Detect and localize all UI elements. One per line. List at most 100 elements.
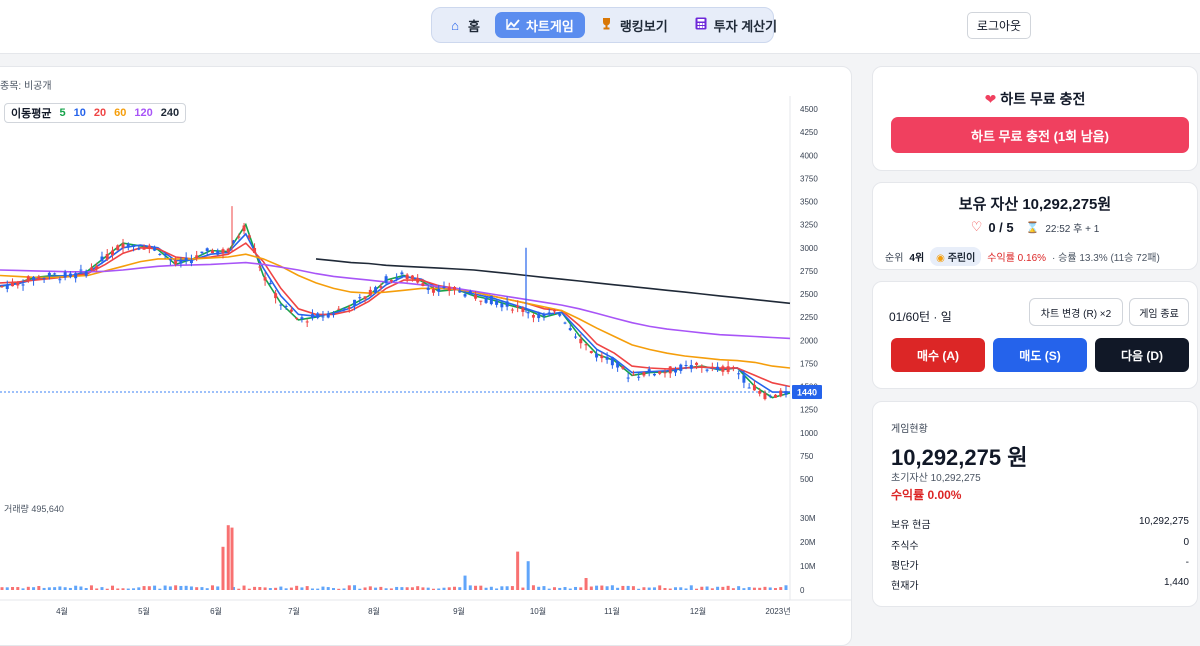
volume-bar: [58, 586, 62, 590]
volume-bar: [321, 586, 325, 590]
volume-bar: [605, 586, 609, 590]
candle-body: [458, 290, 462, 293]
ma-legend-10: 10: [73, 107, 86, 119]
candle-body: [695, 362, 699, 365]
heart-timer: 22:52 후 + 1: [1045, 223, 1100, 235]
time-tick-label: 8월: [368, 606, 380, 616]
sell-button[interactable]: 매도 (S): [993, 338, 1087, 372]
heart-card-title-text: 하트 무료 충전: [1000, 91, 1086, 107]
candle-body: [268, 282, 272, 285]
candle-body: [621, 366, 625, 369]
volume-bar: [447, 587, 451, 590]
volume-bar: [331, 588, 335, 590]
ma-legend-title: 이동평균: [11, 108, 52, 120]
volume-bar: [68, 587, 72, 590]
volume-bar: [763, 586, 767, 590]
volume-bar: [779, 587, 783, 590]
candle-body: [300, 317, 304, 320]
candle-body: [489, 295, 493, 305]
volume-bar: [731, 588, 735, 590]
game-control-card: 01/60턴 · 일 차트 변경 (R) ×2 게임 종료 매수 (A) 매도 …: [872, 281, 1198, 389]
candle-body: [158, 253, 162, 255]
volume-bar: [205, 588, 209, 590]
ma-legend-240: 240: [160, 107, 180, 119]
nav-ranking[interactable]: 랭킹보기: [589, 12, 679, 38]
candle-body: [368, 289, 372, 296]
volume-bar: [710, 588, 714, 590]
buy-button[interactable]: 매수 (A): [891, 338, 985, 372]
logout-button[interactable]: 로그아웃: [967, 12, 1031, 39]
volume-bar: [479, 585, 483, 590]
candle-body: [153, 247, 157, 251]
nav-calculator[interactable]: 투자 계산기: [683, 12, 788, 38]
time-tick-label: 2023년: [765, 606, 790, 616]
nav-ranking-label: 랭킹보기: [619, 18, 668, 34]
next-button[interactable]: 다음 (D): [1095, 338, 1189, 372]
candle-body: [274, 293, 278, 299]
nav-chart-game[interactable]: 차트게임: [494, 12, 585, 38]
candle-body: [679, 364, 683, 371]
volume-bar: [216, 586, 220, 590]
volume-bar: [289, 587, 293, 590]
candle-body: [305, 321, 309, 323]
candle-body: [600, 355, 604, 359]
volume-bar: [274, 587, 278, 590]
candle-body: [447, 286, 451, 291]
volume-bar: [563, 587, 567, 590]
volume-bar: [63, 587, 67, 590]
candle-body: [395, 277, 399, 279]
candle-body: [310, 314, 314, 319]
volume-bar: [305, 586, 309, 590]
volume-bar: [695, 588, 699, 590]
candle-body: [347, 307, 351, 310]
candle-body: [710, 366, 714, 368]
candle-body: [168, 259, 172, 261]
home-icon: ⌂: [451, 17, 459, 33]
volume-bar: [195, 587, 199, 590]
calculator-icon: [694, 17, 708, 33]
volume-bar: [421, 587, 425, 590]
volume-bar: [574, 586, 578, 590]
candle-body: [700, 366, 704, 369]
volume-bar: [374, 587, 378, 590]
price-tick-label: 750: [800, 452, 814, 461]
volume-bar: [137, 587, 141, 590]
volume-bar: [174, 585, 178, 590]
volume-bar: [295, 585, 299, 590]
candle-body: [716, 366, 720, 370]
candle-body: [163, 254, 167, 256]
volume-bar: [721, 586, 725, 590]
candle-body: [595, 353, 599, 358]
candle-body: [605, 357, 609, 360]
candle-body: [579, 338, 583, 344]
nav-home[interactable]: ⌂ 홈: [437, 12, 491, 38]
hourglass-icon: ⌛: [1025, 221, 1040, 234]
candle-body: [468, 291, 472, 295]
volume-bar: [558, 587, 562, 590]
free-heart-button[interactable]: 하트 무료 충전 (1회 남음): [891, 117, 1189, 153]
volume-bar: [11, 587, 15, 590]
candle-body: [247, 235, 251, 238]
candle-body: [384, 276, 388, 284]
candle-body: [105, 254, 109, 260]
volume-bar: [431, 588, 435, 590]
price-chart[interactable]: 4500 4250 4000 3750 3500 3250 3000 2750 2500 2250…: [0, 66, 852, 630]
main-nav: ⌂ 홈 차트게임 랭킹보기 투자 계산기: [431, 7, 777, 43]
volume-bar: [658, 585, 662, 590]
volume-bar: [568, 588, 572, 590]
candle-body: [668, 366, 672, 374]
candle-body: [426, 287, 430, 290]
candle-body: [453, 287, 457, 291]
volume-bar: [679, 587, 683, 590]
volume-bar: [184, 585, 188, 590]
row-shares-label: 주식수: [891, 541, 919, 552]
volume-bar: [463, 575, 467, 590]
volume-bar: [510, 586, 514, 590]
volume-bar: [316, 588, 320, 590]
change-chart-button[interactable]: 차트 변경 (R) ×2: [1029, 298, 1123, 326]
candle-body: [773, 394, 777, 398]
price-tick-label: 4250: [800, 128, 818, 137]
candle-body: [110, 250, 114, 256]
end-game-button[interactable]: 게임 종료: [1129, 298, 1189, 326]
candle-body: [353, 299, 357, 306]
